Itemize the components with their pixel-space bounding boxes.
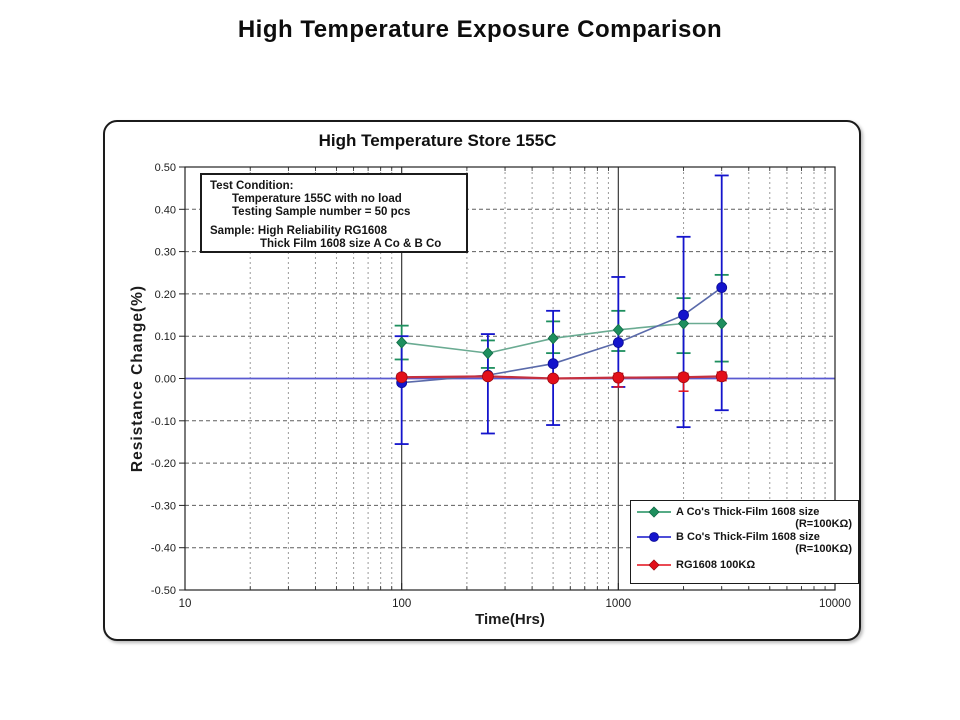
y-tick-label: -0.20 [151, 458, 176, 470]
y-tick-label: -0.50 [151, 585, 176, 597]
legend-sublabel: (R=100KΩ) [795, 543, 852, 555]
y-tick-label: -0.30 [151, 500, 176, 512]
x-tick-label: 10 [179, 598, 192, 610]
y-tick-label: 0.20 [155, 289, 176, 301]
legend-label: RG1608 100KΩ [676, 559, 756, 571]
y-tick-label: 0.10 [155, 331, 176, 343]
data-point-diamond [612, 323, 624, 336]
y-tick-label: 0.00 [155, 374, 176, 386]
data-point-circle [612, 371, 625, 384]
series-markers [395, 282, 728, 389]
data-point-circle [481, 370, 494, 383]
note-line: Thick Film 1608 size A Co & B Co [260, 238, 442, 250]
data-point-diamond [547, 332, 559, 345]
legend-entry-a-co: A Co's Thick-Film 1608 size (R=100KΩ) [637, 506, 852, 530]
series-line [401, 322, 722, 354]
data-point-circle [395, 371, 408, 384]
legend-entry-b-co: B Co's Thick-Film 1608 size (R=100KΩ) [637, 531, 852, 555]
legend-sublabel: (R=100KΩ) [795, 518, 852, 530]
note-line: Temperature 155C with no load [232, 193, 402, 205]
x-tick-label: 1000 [606, 598, 632, 610]
data-point-circle [612, 337, 624, 348]
series-line [401, 286, 723, 384]
y-tick-label: 0.40 [155, 204, 176, 216]
b-co-circle-marker-icon [637, 532, 671, 542]
test-condition-note: Test Condition: Temperature 155C with no… [200, 173, 468, 253]
data-point-diamond [482, 347, 494, 360]
data-point-circle [716, 282, 728, 293]
data-point-circle [547, 358, 559, 370]
legend: A Co's Thick-Film 1608 size (R=100KΩ) B … [630, 500, 859, 584]
y-tick-label: -0.10 [151, 416, 176, 428]
page-title: High Temperature Exposure Comparison [237, 16, 723, 43]
series-lines [401, 286, 723, 384]
y-tick-label: -0.40 [151, 543, 176, 555]
y-tick-label: 0.50 [155, 162, 176, 174]
y-tick-label: 0.30 [155, 247, 176, 259]
x-tick-label: 100 [392, 598, 411, 610]
note-line: Testing Sample number = 50 pcs [232, 206, 411, 218]
axes: 0.50 0.40 0.30 0.20 0.10 0.00 -0.10 -0.20 -0.30 -… [129, 162, 851, 628]
y-axis-label: Resistance Change(%) [129, 285, 146, 472]
x-axis-label: Time(Hrs) [475, 611, 545, 628]
data-point-circle [678, 309, 689, 321]
x-tick-label: 10000 [819, 598, 851, 610]
chart-title: High Temperature Store 155C [318, 131, 557, 150]
legend-label: B Co's Thick-Film 1608 size [676, 531, 820, 543]
rg1608-diamond-marker-icon [637, 559, 671, 571]
note-line: Sample: High Reliability RG1608 [210, 225, 388, 237]
data-point-circle [547, 372, 560, 385]
series-line [401, 375, 722, 380]
data-point-diamond [716, 317, 728, 330]
data-point-circle [677, 371, 690, 384]
data-point-diamond [396, 336, 408, 349]
data-point-circle [715, 370, 728, 383]
legend-entry-rg1608: RG1608 100KΩ [637, 559, 852, 571]
note-line: Test Condition: [210, 180, 294, 192]
legend-label: A Co's Thick-Film 1608 size [676, 506, 820, 518]
data-point-diamond [678, 317, 690, 330]
a-co-diamond-marker-icon [637, 506, 671, 518]
